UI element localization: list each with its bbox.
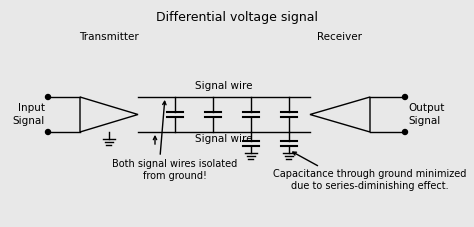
Circle shape (46, 129, 51, 135)
Circle shape (402, 129, 408, 135)
Text: Transmitter: Transmitter (79, 32, 139, 42)
Circle shape (402, 94, 408, 99)
Text: Signal wire: Signal wire (195, 81, 253, 91)
Text: Signal wire: Signal wire (195, 134, 253, 144)
Text: Input
Signal: Input Signal (13, 103, 45, 126)
Text: Differential voltage signal: Differential voltage signal (156, 10, 318, 24)
Circle shape (46, 94, 51, 99)
Text: Output
Signal: Output Signal (408, 103, 444, 126)
Text: Capacitance through ground minimized
due to series-diminishing effect.: Capacitance through ground minimized due… (273, 169, 467, 191)
Text: Both signal wires isolated
from ground!: Both signal wires isolated from ground! (112, 159, 237, 181)
Text: Receiver: Receiver (318, 32, 363, 42)
